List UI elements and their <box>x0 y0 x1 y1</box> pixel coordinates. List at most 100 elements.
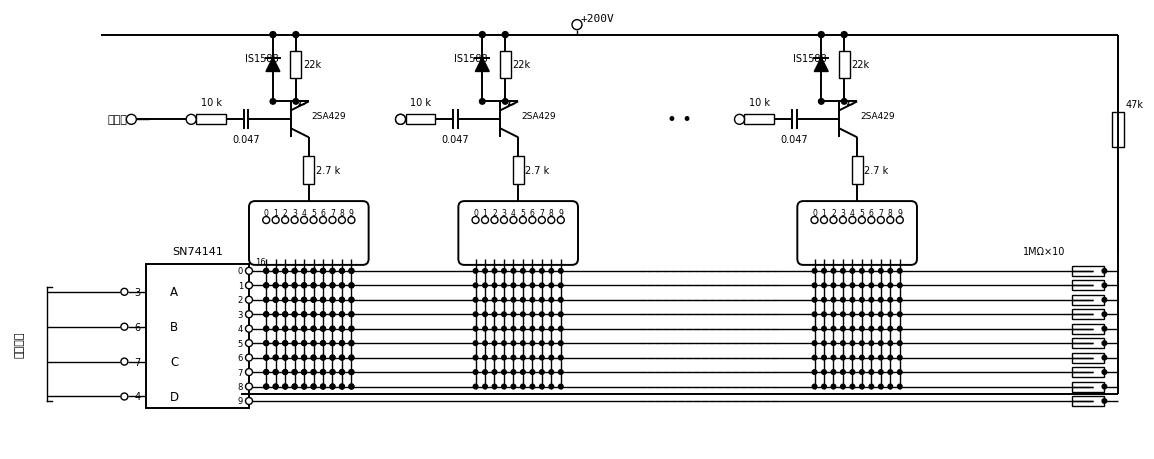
Circle shape <box>339 283 344 288</box>
Circle shape <box>292 355 297 360</box>
Circle shape <box>302 384 306 389</box>
Circle shape <box>482 283 487 288</box>
Circle shape <box>520 269 525 274</box>
Circle shape <box>312 384 316 389</box>
Circle shape <box>292 370 297 375</box>
Circle shape <box>301 269 307 274</box>
Bar <box>405 115 435 125</box>
Circle shape <box>273 312 278 317</box>
Circle shape <box>301 283 307 288</box>
Text: 7: 7 <box>330 208 335 218</box>
Circle shape <box>302 356 306 360</box>
Text: 6: 6 <box>134 322 141 332</box>
Circle shape <box>520 327 525 331</box>
Circle shape <box>898 327 902 331</box>
Circle shape <box>878 356 883 360</box>
Circle shape <box>396 115 405 125</box>
Circle shape <box>818 33 824 39</box>
Circle shape <box>889 341 892 346</box>
Circle shape <box>330 269 335 274</box>
Circle shape <box>889 269 892 274</box>
Circle shape <box>339 297 344 302</box>
Circle shape <box>350 356 354 360</box>
Circle shape <box>283 269 287 274</box>
Circle shape <box>1102 269 1107 274</box>
Circle shape <box>520 341 525 346</box>
Circle shape <box>869 384 874 389</box>
Circle shape <box>350 370 354 375</box>
Circle shape <box>283 326 287 331</box>
Circle shape <box>840 327 845 331</box>
Circle shape <box>273 341 278 346</box>
Text: 5: 5 <box>860 208 864 218</box>
Circle shape <box>264 269 269 274</box>
Circle shape <box>840 269 845 274</box>
Circle shape <box>273 269 278 274</box>
Circle shape <box>860 298 864 302</box>
Circle shape <box>312 326 316 331</box>
Circle shape <box>482 341 487 346</box>
Text: 3: 3 <box>134 287 141 297</box>
Circle shape <box>292 298 297 302</box>
Circle shape <box>482 370 487 375</box>
Circle shape <box>860 327 864 331</box>
Text: 22k: 22k <box>512 61 531 70</box>
Circle shape <box>330 384 335 389</box>
Circle shape <box>898 298 902 302</box>
Circle shape <box>312 370 316 375</box>
Circle shape <box>339 298 344 302</box>
Circle shape <box>349 326 354 331</box>
Circle shape <box>321 355 325 360</box>
Circle shape <box>559 327 563 331</box>
Circle shape <box>860 269 864 274</box>
Polygon shape <box>475 58 489 73</box>
Text: 8: 8 <box>549 208 554 218</box>
Text: 10 k: 10 k <box>410 98 430 108</box>
Circle shape <box>1102 399 1107 403</box>
Circle shape <box>473 298 478 302</box>
Circle shape <box>350 327 354 331</box>
Text: 0.047: 0.047 <box>442 135 470 145</box>
Circle shape <box>502 283 507 288</box>
Circle shape <box>898 384 902 389</box>
Polygon shape <box>815 58 829 73</box>
Text: 8: 8 <box>238 382 243 391</box>
Circle shape <box>339 355 344 360</box>
Circle shape <box>473 327 478 331</box>
Circle shape <box>312 298 316 302</box>
Circle shape <box>273 269 278 274</box>
Circle shape <box>1102 341 1107 346</box>
Circle shape <box>530 327 534 331</box>
Text: 4: 4 <box>238 325 243 334</box>
Circle shape <box>246 297 253 303</box>
Circle shape <box>840 370 845 375</box>
Circle shape <box>530 384 534 389</box>
Text: 5: 5 <box>520 208 525 218</box>
Bar <box>291 51 301 79</box>
Circle shape <box>349 269 354 274</box>
Circle shape <box>302 327 306 331</box>
Circle shape <box>502 298 507 302</box>
Text: 0: 0 <box>238 267 243 276</box>
Circle shape <box>302 269 306 274</box>
Circle shape <box>301 370 307 375</box>
Circle shape <box>330 327 335 331</box>
Circle shape <box>530 370 534 375</box>
Circle shape <box>330 297 335 302</box>
Circle shape <box>831 370 835 375</box>
Circle shape <box>869 356 874 360</box>
Text: 47k: 47k <box>1125 100 1144 110</box>
Circle shape <box>264 341 269 346</box>
Text: 9: 9 <box>898 208 902 218</box>
Circle shape <box>502 33 508 39</box>
Circle shape <box>869 341 874 346</box>
Circle shape <box>264 370 269 375</box>
Text: IS1588: IS1588 <box>245 53 278 63</box>
Text: 0.047: 0.047 <box>232 135 260 145</box>
Text: 2.7 k: 2.7 k <box>525 165 549 175</box>
Circle shape <box>502 100 508 105</box>
Circle shape <box>493 298 496 302</box>
Circle shape <box>520 370 525 375</box>
Text: 3: 3 <box>292 208 297 218</box>
Circle shape <box>898 370 902 375</box>
